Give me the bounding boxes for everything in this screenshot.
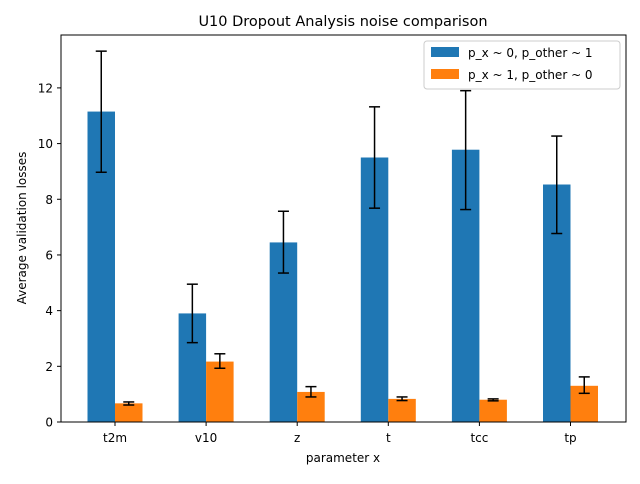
y-tick-label-4: 4 [45,304,53,318]
x-tick-label-tp: tp [564,431,576,445]
y-tick-label-12: 12 [38,81,53,95]
y-tick-label-0: 0 [45,416,53,430]
error-bar-series-2-tp [578,376,590,395]
error-bar-series-2-t [396,396,408,402]
x-tick-label-z: z [294,431,300,445]
error-bar-series-2-t2m [123,401,135,406]
error-bar-series-1-t [369,106,381,209]
error-bar-series-2-z [305,385,317,398]
legend-swatch-series-2 [431,69,459,79]
error-bar-series-2-tcc [487,398,499,402]
y-tick-label-2: 2 [45,360,53,374]
bar-series-2-t [388,398,416,422]
plot-frame [60,34,627,423]
bar-series-2-t2m [115,403,143,422]
chart-title: U10 Dropout Analysis noise comparison [198,14,487,30]
error-bar-series-1-z [277,210,289,274]
x-tick-label-t2m: t2m [103,431,127,445]
error-bar-series-1-v10 [186,283,198,344]
x-axis-label: parameter x [306,451,380,465]
x-tick-label-t: t [386,431,391,445]
x-axis: t2m v10 z t tcc tp [103,422,577,445]
bar-series-2-v10 [206,361,234,422]
x-tick-label-tcc: tcc [470,431,488,445]
error-bar-series-1-tp [551,135,563,235]
y-axis-label: Average validation losses [15,152,29,305]
y-tick-label-10: 10 [38,137,53,151]
error-bar-series-1-tcc [460,89,472,211]
error-bar-series-1-t2m [95,50,107,174]
x-tick-label-v10: v10 [195,431,217,445]
bar-series-2-tcc [479,399,507,422]
legend-swatch-series-1 [431,47,459,57]
y-tick-label-8: 8 [45,193,53,207]
legend: p_x ~ 0, p_other ~ 1 p_x ~ 1, p_other ~ … [423,40,621,90]
legend-label-series-1: p_x ~ 0, p_other ~ 1 [468,46,593,60]
y-tick-label-6: 6 [45,248,53,262]
legend-label-series-2: p_x ~ 1, p_other ~ 0 [468,68,593,82]
error-bar-series-2-v10 [214,353,226,370]
y-axis: 0 2 4 6 8 10 12 [38,81,61,430]
error-bars-layer [95,50,590,406]
legend-frame [423,40,621,90]
bars-layer [87,111,598,422]
